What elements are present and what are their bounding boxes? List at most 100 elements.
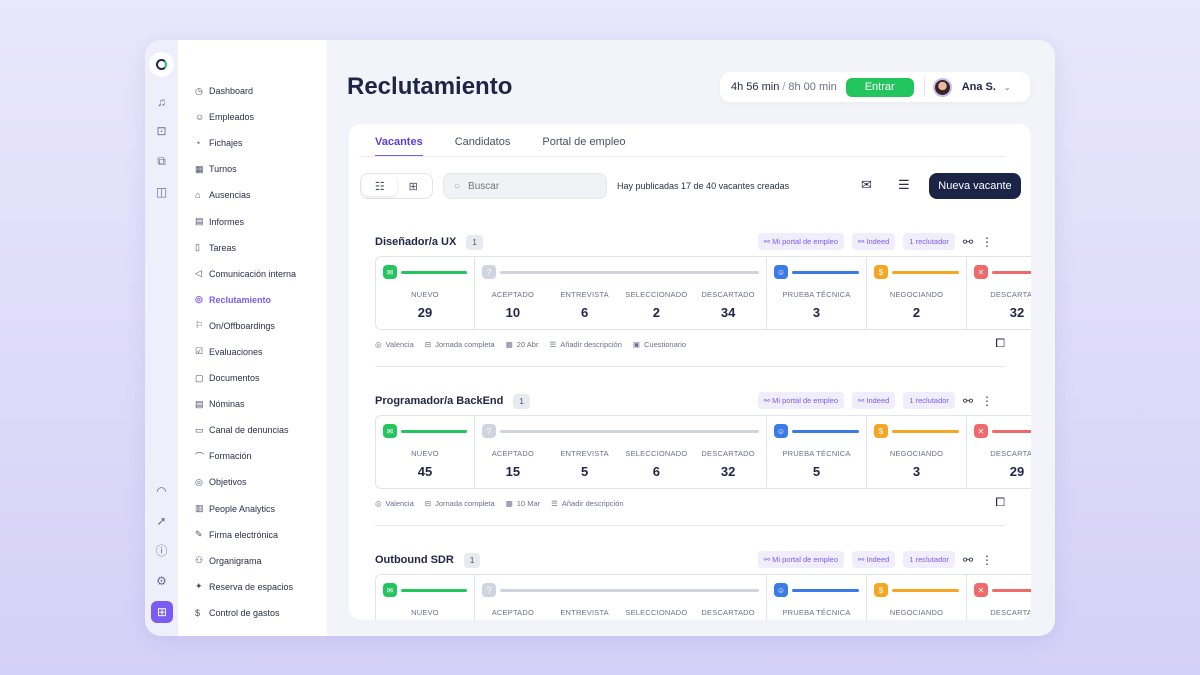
stage-descartado[interactable]: DESCARTADO xyxy=(692,608,764,620)
stage-descartado[interactable]: DESCARTADO 34 xyxy=(692,290,764,320)
stage-entrevista[interactable]: ENTREVISTA xyxy=(549,608,621,620)
sidebar-item-tareas[interactable]: ▯ Tareas xyxy=(178,235,327,261)
vacancy-title[interactable]: Diseñador/a UX xyxy=(375,236,457,248)
chevron-down-icon[interactable]: ⌄ xyxy=(1003,82,1011,92)
sidebar-item-organigrama[interactable]: ⚇ Organigrama xyxy=(178,548,327,574)
sidebar-item-turnos[interactable]: ▦ Turnos xyxy=(178,156,327,182)
vacancy-meta-item[interactable]: ▣ Cuestionario xyxy=(633,340,686,349)
stage-prueba[interactable]: PRUEBA TÉCNICA 3 xyxy=(767,290,866,320)
sidebar-item-n-minas[interactable]: ▤ Nóminas xyxy=(178,391,327,417)
stage-negociando[interactable]: NEGOCIANDO 3 xyxy=(867,449,966,479)
rocket-icon[interactable]: ➚ xyxy=(156,514,167,528)
vacancy-title[interactable]: Outbound SDR xyxy=(375,554,454,566)
tab-vacantes[interactable]: Vacantes xyxy=(375,136,423,157)
chat-icon[interactable]: ⧉ xyxy=(157,154,166,168)
stage-nuevo[interactable]: NUEVO xyxy=(376,608,474,620)
vacancy-tag[interactable]: 1 reclutador xyxy=(903,551,955,568)
copy-icon[interactable]: ⧠ xyxy=(995,336,1005,350)
more-options-icon[interactable]: ⋮ xyxy=(981,552,993,567)
sidebar-item-comunicaci-n-interna[interactable]: ◁ Comunicación interna xyxy=(178,261,327,287)
search-box[interactable]: ○ xyxy=(443,173,607,199)
vacancy-tag[interactable]: ⚯ Mi portal de empleo xyxy=(757,233,844,250)
gear-icon[interactable]: ⚙ xyxy=(156,574,167,588)
stage-descartado2[interactable]: DESCARTADO 32 xyxy=(967,290,1031,320)
vacancies-info: Hay publicadas 17 de 40 vacantes creadas xyxy=(617,181,790,191)
stage-entrevista[interactable]: ENTREVISTA 5 xyxy=(549,449,621,479)
sidebar-item-documentos[interactable]: ▢ Documentos xyxy=(178,365,327,391)
sidebar-item-reclutamiento[interactable]: ◎ Reclutamiento xyxy=(178,287,327,313)
new-vacancy-button[interactable]: Nueva vacante xyxy=(929,173,1021,199)
stage-label: NUEVO xyxy=(411,290,439,299)
sidebar-item-people-analytics[interactable]: ▥ People Analytics xyxy=(178,496,327,522)
sidebar-item-ausencias[interactable]: ⌂ Ausencias xyxy=(178,182,327,208)
apps-icon[interactable]: ⊞ xyxy=(151,601,173,623)
stage-nuevo[interactable]: NUEVO 45 xyxy=(376,449,474,479)
stage-label: SELECCIONADO xyxy=(625,290,688,299)
sidebar-item-canal-de-denuncias[interactable]: ▭ Canal de denuncias xyxy=(178,417,327,443)
sidebar-item-evaluaciones[interactable]: ☑ Evaluaciones xyxy=(178,339,327,365)
stage-descartado[interactable]: DESCARTADO 32 xyxy=(692,449,764,479)
logo[interactable] xyxy=(149,52,174,77)
copy-icon[interactable]: ⧠ xyxy=(995,495,1005,509)
stage-aceptado[interactable]: ACEPTADO 15 xyxy=(477,449,549,479)
sidebar-item-control-de-gastos[interactable]: $ Control de gastos xyxy=(178,600,327,626)
stage-label: DESCARTADO xyxy=(990,608,1031,617)
stage-nuevo[interactable]: NUEVO 29 xyxy=(376,290,474,320)
vacancy-meta-item[interactable]: ☰ Añadir descripción xyxy=(549,340,621,349)
stage-label: DESCARTADO xyxy=(990,449,1031,458)
sidebar-item-objetivos[interactable]: ◎ Objetivos xyxy=(178,469,327,495)
user-name[interactable]: Ana S. xyxy=(961,81,996,93)
more-options-icon[interactable]: ⋮ xyxy=(981,234,993,249)
vacancy-tag[interactable]: ⚯ Mi portal de empleo xyxy=(757,551,844,568)
info-icon[interactable]: ⓘ xyxy=(155,544,168,558)
mail-icon[interactable]: ✉ xyxy=(861,177,872,192)
stage-aceptado[interactable]: ACEPTADO xyxy=(477,608,549,620)
avatar[interactable] xyxy=(932,77,952,97)
stage-negociando[interactable]: NEGOCIANDO 2 xyxy=(867,290,966,320)
vacancy-tag[interactable]: ⚯ Indeed xyxy=(852,233,896,250)
stage-descartado2[interactable]: DESCARTADO 29 xyxy=(967,449,1031,479)
sidebar-item-empleados[interactable]: ☺ Empleados xyxy=(178,104,327,130)
sidebar-item-dashboard[interactable]: ◷ Dashboard xyxy=(178,78,327,104)
stage-prueba[interactable]: PRUEBA TÉCNICA xyxy=(767,608,866,620)
sidebar-item-informes[interactable]: ▤ Informes xyxy=(178,208,327,234)
stage-aceptado[interactable]: ACEPTADO 10 xyxy=(477,290,549,320)
vacancy-title[interactable]: Programador/a BackEnd xyxy=(375,395,504,407)
headset-icon[interactable]: ◠ xyxy=(156,484,167,498)
share-icon[interactable]: ⚯ xyxy=(962,552,973,567)
sidebar-item-label: Reserva de espacios xyxy=(209,581,294,592)
share-icon[interactable]: ⚯ xyxy=(962,393,973,408)
inbox-icon[interactable]: ⊡ xyxy=(156,124,167,138)
vacancy-tag[interactable]: ⚯ Indeed xyxy=(852,392,896,409)
vacancy-tag[interactable]: ⚯ Indeed xyxy=(852,551,896,568)
vacancy-tag[interactable]: 1 reclutador xyxy=(903,233,955,250)
stage-prueba[interactable]: PRUEBA TÉCNICA 5 xyxy=(767,449,866,479)
tab-portal-empleo[interactable]: Portal de empleo xyxy=(542,136,626,148)
filter-icon[interactable]: ☰ xyxy=(898,177,910,192)
tab-candidatos[interactable]: Candidatos xyxy=(454,136,511,148)
layout-icon[interactable]: ◫ xyxy=(155,185,168,199)
vacancy-tag[interactable]: 1 reclutador xyxy=(903,392,955,409)
meta-icon: ▦ xyxy=(505,340,513,349)
stage-seleccionado[interactable]: SELECCIONADO 6 xyxy=(621,449,693,479)
sidebar-item-firma-electr-nica[interactable]: ✎ Firma electrónica xyxy=(178,522,327,548)
stage-count: 5 xyxy=(581,464,589,479)
stage-negociando[interactable]: NEGOCIANDO xyxy=(867,608,966,620)
vacancy-meta-item[interactable]: ☰ Añadir descripción xyxy=(551,499,623,508)
clock-in-button[interactable]: Entrar xyxy=(845,77,914,97)
sidebar-item-formaci-n[interactable]: ⌒ Formación xyxy=(178,443,327,469)
stage-seleccionado[interactable]: SELECCIONADO xyxy=(621,608,693,620)
search-input[interactable] xyxy=(468,180,589,192)
sidebar-item-fichajes[interactable]: ◔ Fichajes xyxy=(178,130,327,156)
stage-seleccionado[interactable]: SELECCIONADO 2 xyxy=(621,290,693,320)
sidebar-item-reserva-de-espacios[interactable]: ✦ Reserva de espacios xyxy=(178,574,327,600)
stage-descartado2[interactable]: DESCARTADO xyxy=(967,608,1031,620)
sidebar-item-on-offboardings[interactable]: ⚐ On/Offboardings xyxy=(178,313,327,339)
bell-icon[interactable]: ♫ xyxy=(157,95,166,109)
more-options-icon[interactable]: ⋮ xyxy=(981,393,993,408)
stage-entrevista[interactable]: ENTREVISTA 6 xyxy=(549,290,621,320)
table-view-icon[interactable]: ⊞ xyxy=(408,180,418,193)
list-view-icon[interactable]: ☷ xyxy=(363,176,397,196)
vacancy-tag[interactable]: ⚯ Mi portal de empleo xyxy=(757,392,844,409)
share-icon[interactable]: ⚯ xyxy=(962,234,973,249)
